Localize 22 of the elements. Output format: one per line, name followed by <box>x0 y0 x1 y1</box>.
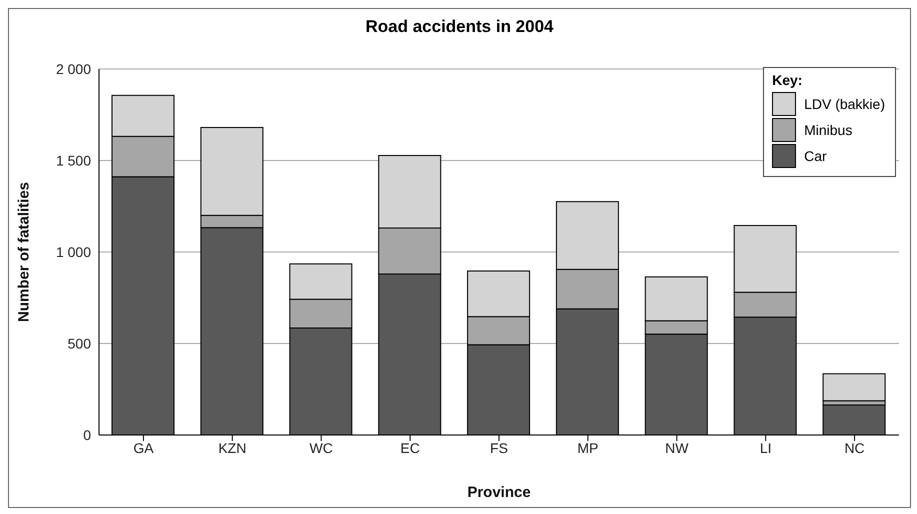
legend-label: LDV (bakkie) <box>804 96 885 112</box>
x-tick-label: KZN <box>218 440 246 456</box>
legend-title: Key: <box>772 72 804 88</box>
y-tick-label: 1 000 <box>56 244 92 260</box>
chart-title: Road accidents in 2004 <box>364 17 555 37</box>
y-tick-label: 0 <box>83 426 92 443</box>
x-tick-label: EC <box>400 440 420 456</box>
y-tick-label: 1 500 <box>56 152 92 168</box>
x-tick-label: NC <box>844 440 865 456</box>
x-tick-label: FS <box>490 440 508 456</box>
x-tick-label: WC <box>310 440 333 456</box>
x-tick-label: LI <box>760 440 772 456</box>
bar <box>822 373 886 402</box>
legend-label: Car <box>804 148 827 164</box>
x-tick-label: MP <box>577 440 598 456</box>
y-tick-label: 2 000 <box>56 60 92 77</box>
x-tick-label: GA <box>133 440 154 456</box>
x-axis-title: Province <box>467 484 531 501</box>
y-axis-title: Number of fatalities <box>15 182 32 322</box>
legend-label: Minibus <box>804 122 852 138</box>
y-tick-label: 500 <box>68 335 92 352</box>
x-tick-label: NW <box>665 440 690 456</box>
